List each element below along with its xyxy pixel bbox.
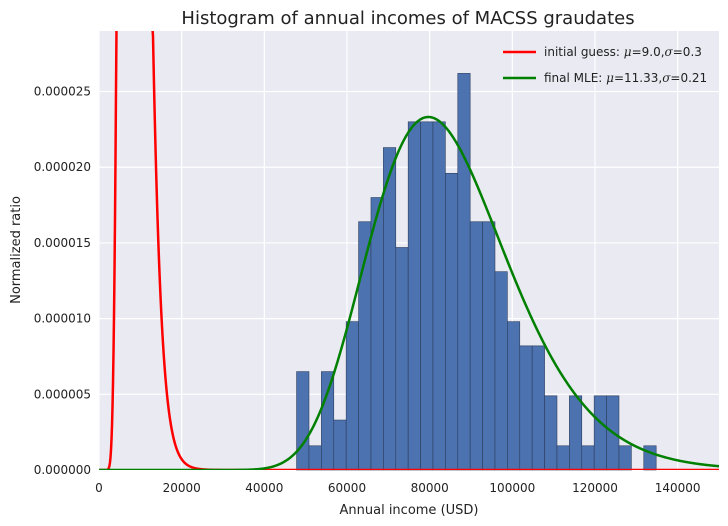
- histogram-bar: [544, 395, 558, 471]
- histogram-bar: [383, 147, 397, 471]
- histogram-bar: [469, 221, 483, 471]
- histogram-bar: [581, 445, 595, 471]
- y-axis-ticks: 0.000000 0.000005 0.000010 0.000015 0.000020…: [34, 85, 91, 477]
- x-tick-label: 40000: [245, 481, 283, 495]
- x-tick-label: 20000: [163, 481, 201, 495]
- x-tick-label: 80000: [411, 481, 449, 495]
- histogram-bar: [569, 395, 583, 471]
- histogram-bar: [308, 445, 322, 471]
- y-axis-label: Normalized ratio: [9, 196, 24, 304]
- y-tick-label: 0.000015: [34, 236, 91, 250]
- histogram-bar: [593, 395, 607, 471]
- y-tick-label: 0.000025: [34, 85, 91, 99]
- histogram-bar: [407, 121, 421, 471]
- x-axis-ticks: 0 20000 40000 60000 80000 100000 120000 140000: [95, 481, 700, 495]
- y-tick-label: 0.000005: [34, 387, 91, 401]
- histogram-bar: [445, 172, 459, 471]
- histogram-bar: [296, 371, 310, 471]
- y-tick-label: 0.000010: [34, 312, 91, 326]
- legend: initial guess: μ=9.0,σ=0.3 final MLE: μ=…: [503, 45, 707, 85]
- x-tick-label: 100000: [489, 481, 535, 495]
- histogram-bar: [321, 371, 335, 471]
- histogram-bar: [482, 221, 496, 471]
- histogram-bar: [432, 121, 446, 471]
- y-tick-label: 0.000000: [34, 463, 91, 477]
- legend-label-initial-guess: initial guess: μ=9.0,σ=0.3: [544, 45, 702, 59]
- histogram-bar: [618, 445, 632, 471]
- histogram-bar: [370, 197, 384, 471]
- pdf-curves: [99, 31, 719, 470]
- x-tick-label: 120000: [572, 481, 618, 495]
- x-axis-label: Annual income (USD): [340, 503, 479, 518]
- histogram-bar: [494, 271, 508, 471]
- histogram-bar: [519, 345, 533, 471]
- x-tick-label: 0: [95, 481, 103, 495]
- histogram-bar: [420, 121, 434, 471]
- histogram-bar: [345, 321, 359, 471]
- chart-title: Histogram of annual incomes of MACSS gra…: [181, 8, 634, 29]
- histogram-bar: [457, 73, 471, 471]
- x-tick-label: 140000: [655, 481, 701, 495]
- x-tick-label: 60000: [328, 481, 366, 495]
- histogram-bar: [395, 247, 409, 471]
- legend-label-final-mle: final MLE: μ=11.33,σ=0.21: [544, 71, 707, 85]
- histogram-bar: [333, 419, 347, 471]
- histogram-bar: [556, 445, 570, 471]
- histogram-bar: [531, 345, 545, 471]
- final-mle-curve: [99, 115, 719, 470]
- histogram-bar: [507, 321, 521, 471]
- histogram-bars: [296, 73, 657, 471]
- y-tick-label: 0.000020: [34, 160, 91, 174]
